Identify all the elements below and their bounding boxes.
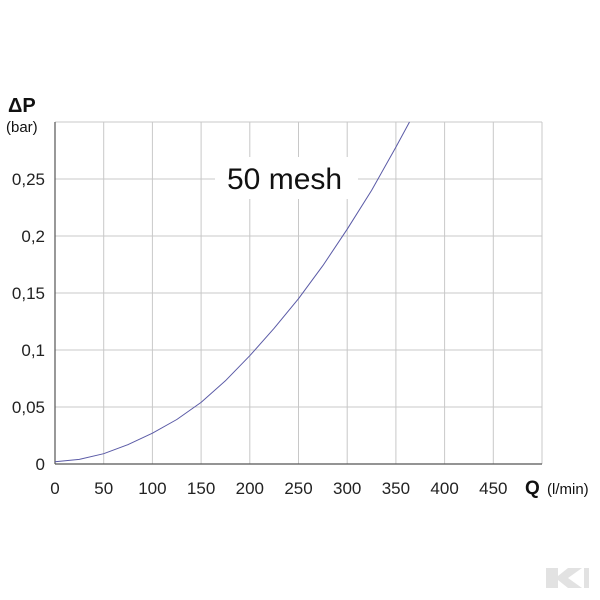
y-tick-label: 0: [36, 455, 45, 474]
brand-logo-icon: [546, 568, 589, 588]
y-tick-label: 0,2: [21, 227, 45, 246]
x-tick-label: 350: [382, 479, 410, 498]
x-tick-label: 250: [284, 479, 312, 498]
y-tick-label: 0,05: [12, 398, 45, 417]
series-line: [54, 121, 410, 463]
x-tick-label: 100: [138, 479, 166, 498]
axes: [54, 122, 542, 465]
x-tick-label: 0: [50, 479, 59, 498]
y-tick-label: 0,25: [12, 170, 45, 189]
y-tick-label: 0,1: [21, 341, 45, 360]
y-axis-symbol: ΔP: [8, 95, 36, 117]
x-tick-label: 400: [430, 479, 458, 498]
tick-labels: 0 50 100 150 200 250 300 350 400 450 0 0,05 0,1 0,15 0…: [12, 170, 508, 498]
y-tick-label: 0,15: [12, 284, 45, 303]
x-tick-label: 150: [187, 479, 215, 498]
x-axis-symbol: Q: [525, 478, 540, 499]
x-tick-label: 300: [333, 479, 361, 498]
y-axis-unit: (bar): [6, 119, 38, 136]
annotation-background: [215, 157, 358, 199]
x-tick-label: 450: [479, 479, 507, 498]
x-tick-label: 50: [94, 479, 113, 498]
x-tick-label: 200: [236, 479, 264, 498]
series-layer: [54, 121, 410, 463]
x-axis-unit: (l/min): [547, 481, 589, 498]
curve-annotation: 50 mesh: [227, 163, 342, 196]
